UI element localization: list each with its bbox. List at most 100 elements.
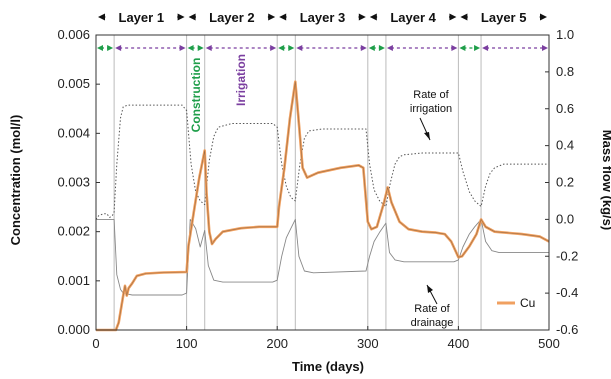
phase-arrows xyxy=(97,45,548,51)
phase-span-arrow-left xyxy=(482,45,489,51)
right-tick-label: 0.2 xyxy=(556,175,574,190)
layer-span-arrow-left xyxy=(188,13,196,21)
series-line-cu-shade xyxy=(96,81,550,331)
layer-span-arrow-right xyxy=(449,13,457,21)
phase-span-arrow-right xyxy=(197,45,204,51)
annotation-irrigation-arrowhead xyxy=(424,132,430,140)
phase-span-arrow-left xyxy=(187,45,194,51)
phase-span-arrow-left xyxy=(368,45,375,51)
construction-phase-span xyxy=(459,45,481,51)
layer-label-bg xyxy=(195,7,268,27)
left-tick-label: 0.006 xyxy=(57,27,90,42)
right-tick-label: -0.4 xyxy=(556,285,578,300)
layer-span-arrow-right xyxy=(177,13,185,21)
x-tick-label: 100 xyxy=(176,336,198,351)
irrigation-label: Irrigation xyxy=(234,54,248,106)
layer-label-bg xyxy=(377,7,450,27)
series-layer xyxy=(95,80,550,332)
left-tick-label: 0.001 xyxy=(57,273,90,288)
layer-label: Layer 1 xyxy=(119,10,165,25)
annotation-irrigation: Rate of irrigation xyxy=(410,89,452,141)
annotation-drainage: Rate of drainage xyxy=(411,284,454,329)
layer-label: Layer 4 xyxy=(390,10,436,25)
right-axis-ticks: -0.6 -0.4 -0.2 0.0 0.2 0.4 0.6 0.8 1.0 xyxy=(545,27,578,337)
left-tick-label: 0.003 xyxy=(57,175,90,190)
right-tick-label: 0.6 xyxy=(556,101,574,116)
phase-span-arrow-left xyxy=(386,45,393,51)
x-axis-title: Time (days) xyxy=(292,359,364,374)
irrigation-phase-span xyxy=(296,45,367,51)
construction-phase-span xyxy=(97,45,114,51)
annotation-drainage-arrowhead xyxy=(427,285,433,293)
construction-phase-span xyxy=(278,45,295,51)
right-axis-title: Mass flow (kg/s) xyxy=(600,130,611,230)
irrigation-phase-span xyxy=(115,45,186,51)
right-tick-label: 1.0 xyxy=(556,27,574,42)
phase-span-arrow-left xyxy=(296,45,303,51)
layer-span-arrow-right xyxy=(268,13,276,21)
phase-span-arrow-right xyxy=(179,45,186,51)
left-tick-label: 0.000 xyxy=(57,322,90,337)
construction-phase-span xyxy=(368,45,385,51)
phase-span-arrow-right xyxy=(270,45,277,51)
phase-span-arrow-left xyxy=(459,45,466,51)
phase-span-arrow-left xyxy=(205,45,212,51)
irrigation-phase-span xyxy=(205,45,277,51)
x-axis-ticks: 0 100 200 300 400 500 xyxy=(92,326,560,351)
layer-label-bg xyxy=(286,7,359,27)
annotation-irrigation-line1: Rate of xyxy=(413,89,449,101)
irrigation-phase-span xyxy=(386,45,458,51)
layer-label: Layer 5 xyxy=(481,10,527,25)
left-axis-title: Concentration (mol/l) xyxy=(8,115,23,246)
phase-span-arrow-right xyxy=(378,45,385,51)
phase-span-arrow-left xyxy=(97,45,103,51)
annotation-irrigation-line2: irrigation xyxy=(410,103,452,115)
layer-span-arrow-right xyxy=(358,13,366,21)
layer-span: Layer 4 xyxy=(369,7,457,27)
left-tick-label: 0.002 xyxy=(57,224,90,239)
phase-span-arrow-left xyxy=(115,45,122,51)
layer-span: Layer 2 xyxy=(188,7,276,27)
left-axis-ticks: 0.000 0.001 0.002 0.003 0.004 0.005 0.006 xyxy=(57,27,100,337)
x-tick-label: 300 xyxy=(357,336,379,351)
layer-span: Layer 1 xyxy=(98,7,185,27)
right-tick-label: -0.6 xyxy=(556,322,578,337)
legend: Cu xyxy=(497,296,535,310)
layer-span-arrow-left xyxy=(369,13,377,21)
x-tick-label: 0 xyxy=(92,336,99,351)
x-tick-label: 400 xyxy=(448,336,470,351)
phase-span-arrow-right xyxy=(288,45,295,51)
layer-label: Layer 2 xyxy=(209,10,255,25)
left-tick-label: 0.004 xyxy=(57,125,90,140)
phase-span-arrow-right xyxy=(360,45,367,51)
x-tick-label: 500 xyxy=(538,336,560,351)
left-tick-label: 0.005 xyxy=(57,76,90,91)
phase-span-arrow-right xyxy=(542,45,548,51)
vertical-phase-lines xyxy=(113,35,482,330)
right-tick-label: 0.4 xyxy=(556,138,574,153)
layer-span-arrow-left xyxy=(460,13,468,21)
layer-span: Layer 5 xyxy=(460,7,547,27)
right-tick-label: 0.8 xyxy=(556,64,574,79)
layer-span-arrow-right xyxy=(540,13,547,21)
layer-label: Layer 3 xyxy=(300,10,346,25)
construction-phase-span xyxy=(187,45,204,51)
legend-label-cu: Cu xyxy=(520,296,535,310)
irrigation-phase-span xyxy=(482,45,548,51)
layer-span-arrow-left xyxy=(98,13,105,21)
x-tick-label: 200 xyxy=(266,336,288,351)
layer-span: Layer 3 xyxy=(279,7,366,27)
phase-span-arrow-right xyxy=(451,45,458,51)
layer-span-arrow-left xyxy=(279,13,287,21)
layer-label-bg xyxy=(105,7,178,27)
phase-span-arrow-right xyxy=(474,45,481,51)
right-tick-label: 0.0 xyxy=(556,211,574,226)
annotation-drainage-line2: drainage xyxy=(411,317,454,329)
right-tick-label: -0.2 xyxy=(556,248,578,263)
layer-label-bg xyxy=(467,7,540,27)
annotation-drainage-line1: Rate of xyxy=(414,303,450,315)
phase-span-arrow-right xyxy=(107,45,114,51)
phase-span-arrow-left xyxy=(278,45,285,51)
layer-arrows: Layer 1 Layer 2 Layer 3 Layer 4 Layer 5 xyxy=(98,7,547,27)
